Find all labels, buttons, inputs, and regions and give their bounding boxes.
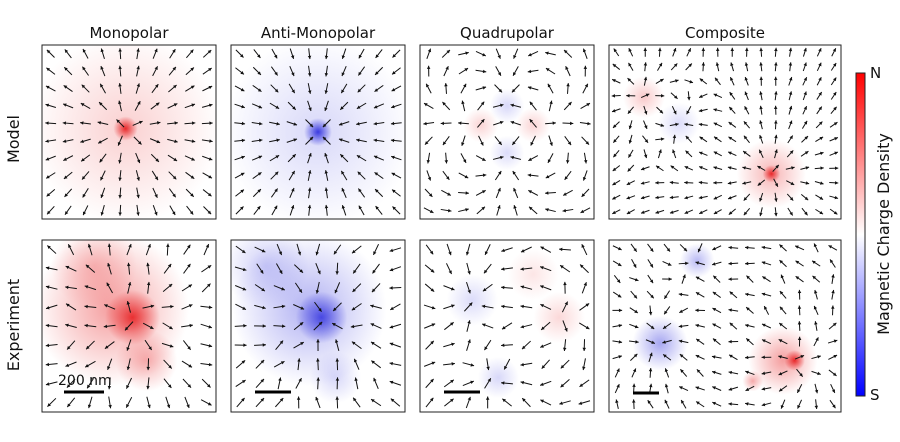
colorbar [855, 72, 866, 397]
panel-model-anti-monopolar [230, 44, 406, 220]
panel-experiment-monopolar [41, 239, 217, 413]
panel-experiment-quadrupolar [419, 239, 595, 413]
colorbar-top-label: N [870, 64, 882, 82]
panel-model-quadrupolar [419, 44, 595, 220]
panel-experiment-anti-monopolar [230, 239, 406, 413]
row-label-model: Model [4, 114, 23, 164]
panel-model-composite [608, 44, 842, 220]
colorbar-label: Magnetic Charge Density [874, 133, 893, 335]
scale-bar-label: 200 nm [58, 373, 112, 389]
column-title-monopolar: Monopolar [89, 24, 169, 42]
column-title-anti-monopolar: Anti-Monopolar [260, 24, 376, 42]
panel-model-monopolar [41, 44, 217, 220]
panel-experiment-composite [608, 239, 842, 413]
column-title-quadrupolar: Quadrupolar [460, 24, 554, 42]
colorbar-bottom-label: S [870, 386, 880, 404]
row-label-experiment: Experiment [4, 278, 23, 372]
column-title-composite: Composite [684, 24, 766, 42]
